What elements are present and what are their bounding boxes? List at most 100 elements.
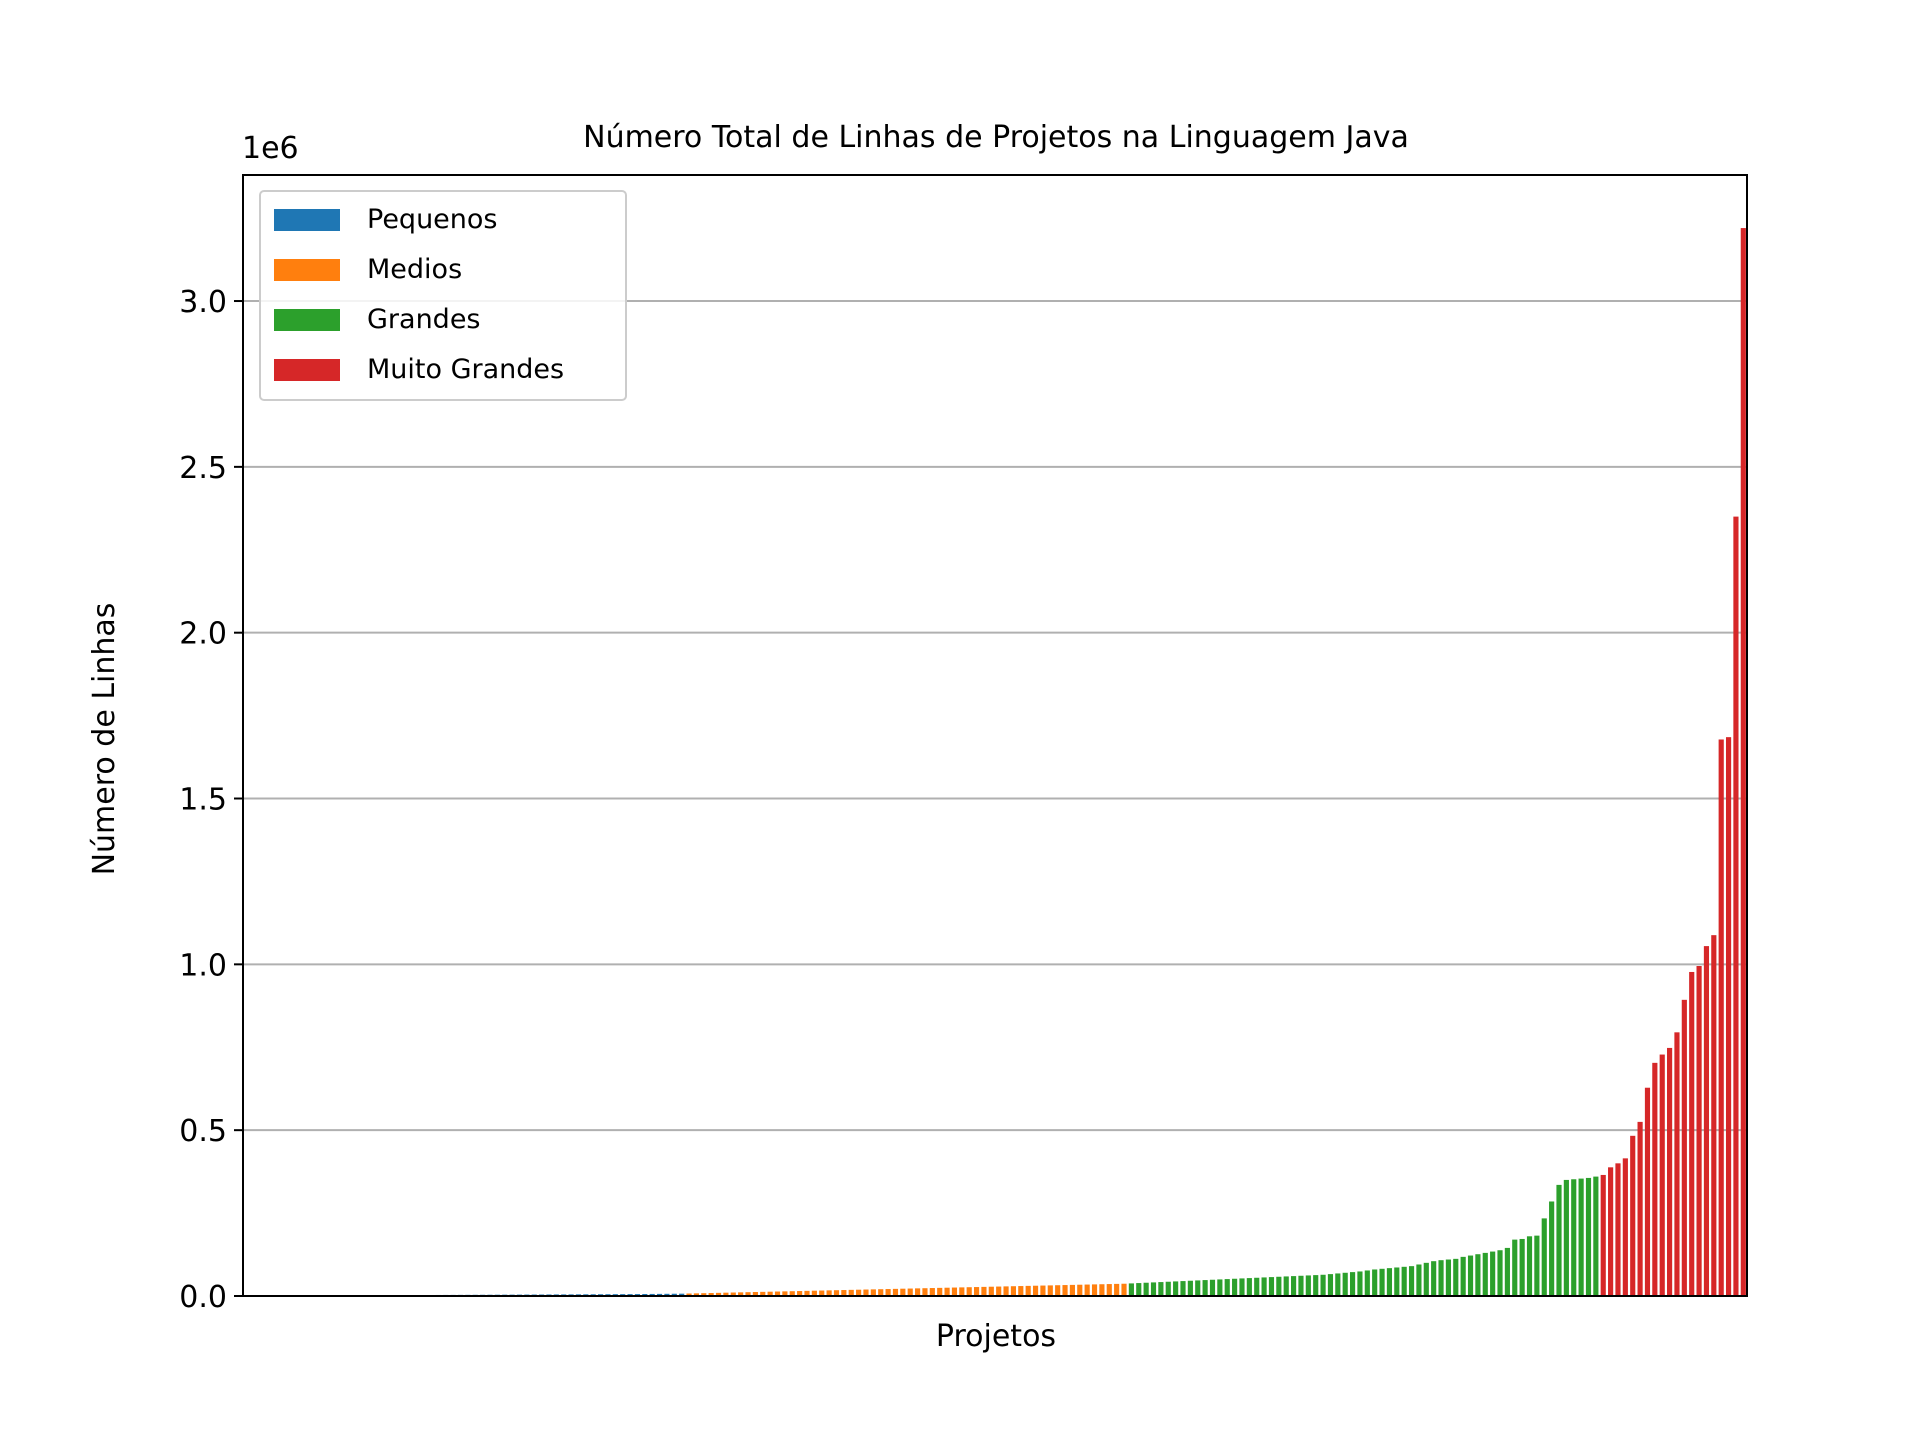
bar-medios xyxy=(937,1287,943,1296)
bar-grandes xyxy=(1408,1266,1415,1296)
bar-medios xyxy=(848,1289,854,1296)
y-tick-label: 1.5 xyxy=(179,783,227,818)
bar-grandes xyxy=(1541,1218,1547,1296)
bar-muito-grandes xyxy=(1718,739,1724,1296)
bar-grandes xyxy=(1475,1254,1481,1296)
bar-medios xyxy=(745,1292,751,1296)
bar-grandes xyxy=(1187,1280,1193,1296)
bar-grandes xyxy=(1173,1281,1179,1296)
bar-muito-grandes xyxy=(1600,1174,1606,1296)
bar-medios xyxy=(767,1291,773,1296)
legend-swatch-grandes xyxy=(274,309,340,331)
bar-grandes xyxy=(1217,1279,1223,1296)
bar-medios xyxy=(915,1288,921,1296)
bar-medios xyxy=(885,1289,891,1296)
legend: Pequenos Medios Grandes Muito Grandes xyxy=(259,190,627,401)
bar-medios xyxy=(1121,1283,1127,1296)
bar-grandes xyxy=(1394,1267,1400,1296)
bar-muito-grandes xyxy=(1622,1158,1628,1296)
legend-swatch-muito-grandes xyxy=(274,359,340,381)
bar-muito-grandes xyxy=(1615,1163,1621,1296)
legend-label-pequenos: Pequenos xyxy=(367,204,498,235)
bar-medios xyxy=(929,1288,935,1296)
bar-medios xyxy=(966,1287,972,1296)
y-axis-label: Número de Linhas xyxy=(87,603,122,876)
bar-muito-grandes xyxy=(1733,516,1739,1296)
y-tick-label: 0.0 xyxy=(179,1280,227,1315)
bar-medios xyxy=(730,1292,736,1296)
bar-pequenos xyxy=(671,1293,677,1296)
bar-grandes xyxy=(1423,1262,1429,1296)
bar-muito-grandes xyxy=(1696,966,1702,1296)
bar-medios xyxy=(973,1287,980,1296)
bar-medios xyxy=(819,1290,825,1296)
bar-grandes xyxy=(1224,1279,1230,1296)
bar-grandes xyxy=(1128,1283,1134,1296)
bar-medios xyxy=(804,1290,810,1296)
bar-grandes xyxy=(1401,1266,1407,1296)
bar-grandes xyxy=(1246,1278,1252,1296)
bar-grandes xyxy=(1467,1255,1474,1296)
bar-grandes xyxy=(1143,1282,1149,1296)
bar-medios xyxy=(774,1291,781,1296)
bar-medios xyxy=(708,1293,714,1296)
bar-grandes xyxy=(1526,1236,1533,1296)
bar-medios xyxy=(1010,1286,1017,1296)
y-tick-label: 0.5 xyxy=(179,1114,227,1149)
bar-grandes xyxy=(1431,1261,1437,1296)
x-axis-label: Projetos xyxy=(936,1319,1056,1354)
bar-muito-grandes xyxy=(1637,1121,1643,1296)
bar-grandes xyxy=(1534,1235,1540,1296)
bar-muito-grandes xyxy=(1711,935,1717,1296)
bar-grandes xyxy=(1490,1251,1496,1296)
bar-medios xyxy=(1099,1284,1105,1296)
bar-grandes xyxy=(1593,1176,1599,1296)
bar-medios xyxy=(826,1290,832,1296)
bar-medios xyxy=(1018,1286,1024,1296)
bar-grandes xyxy=(1482,1252,1488,1296)
bar-muito-grandes xyxy=(1740,228,1746,1296)
bar-medios xyxy=(1032,1285,1039,1296)
bar-medios xyxy=(981,1286,987,1296)
bar-medios xyxy=(752,1292,758,1296)
bar-grandes xyxy=(1556,1184,1562,1296)
bar-grandes xyxy=(1239,1278,1245,1296)
bar-medios xyxy=(1106,1284,1112,1296)
bar-medios xyxy=(841,1290,847,1296)
bar-grandes xyxy=(1416,1264,1422,1296)
bar-medios xyxy=(1003,1286,1009,1296)
bar-grandes xyxy=(1364,1270,1370,1296)
bar-grandes xyxy=(1571,1179,1577,1296)
bar-grandes xyxy=(1327,1274,1334,1296)
bar-grandes xyxy=(1202,1280,1208,1296)
bar-medios xyxy=(870,1289,876,1296)
legend-frame xyxy=(259,190,627,401)
bar-grandes xyxy=(1232,1278,1238,1296)
bar-pequenos xyxy=(649,1293,655,1296)
bar-medios xyxy=(1062,1285,1068,1296)
bar-medios xyxy=(1114,1283,1120,1296)
bar-medios xyxy=(686,1293,692,1296)
bar-grandes xyxy=(1209,1279,1216,1296)
bar-medios xyxy=(1047,1285,1053,1296)
legend-swatch-medios xyxy=(274,259,340,281)
bar-medios xyxy=(892,1288,899,1296)
bar-medios xyxy=(738,1292,744,1296)
bar-muito-grandes xyxy=(1689,971,1695,1296)
bar-grandes xyxy=(1254,1277,1260,1296)
bar-grandes xyxy=(1276,1276,1282,1296)
bar-muito-grandes xyxy=(1659,1054,1665,1296)
bar-grandes xyxy=(1313,1275,1319,1296)
bar-medios xyxy=(723,1292,729,1296)
bar-medios xyxy=(1077,1284,1083,1296)
bar-medios xyxy=(1084,1284,1090,1296)
bar-muito-grandes xyxy=(1703,946,1710,1296)
bar-grandes xyxy=(1512,1239,1518,1296)
bar-grandes xyxy=(1379,1268,1385,1296)
bar-medios xyxy=(988,1286,994,1296)
bar-grandes xyxy=(1438,1260,1444,1296)
legend-swatch-pequenos xyxy=(274,209,340,231)
bar-pequenos xyxy=(656,1293,663,1296)
bar-grandes xyxy=(1585,1177,1592,1296)
